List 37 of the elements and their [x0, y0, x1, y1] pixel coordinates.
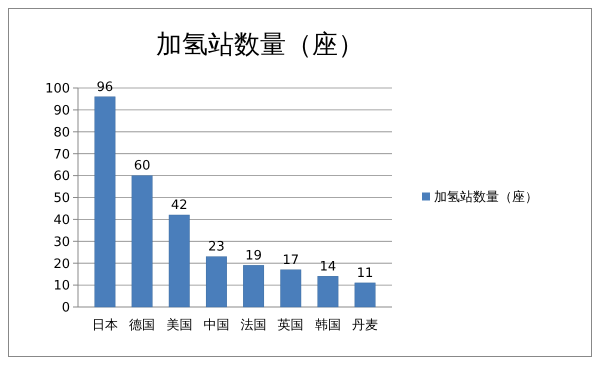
data-label: 14	[320, 259, 336, 274]
x-tick-label: 日本	[92, 318, 118, 333]
y-tick-label: 80	[53, 125, 70, 140]
bar	[94, 96, 116, 308]
y-tick-label: 20	[53, 256, 70, 272]
data-label: 17	[282, 252, 300, 268]
y-tick-label: 70	[53, 147, 70, 162]
data-label: 11	[356, 266, 374, 281]
y-tick-label: 10	[53, 278, 70, 294]
y-tick-label: 90	[53, 103, 70, 118]
data-label: 42	[170, 198, 188, 214]
bar	[132, 175, 153, 308]
y-tick-label: 0	[62, 300, 70, 316]
x-tick-label: 韩国	[314, 318, 341, 333]
bar	[206, 256, 227, 308]
y-tick-label: 50	[53, 191, 70, 206]
y-tick-label: 100	[45, 82, 70, 97]
y-tick-label: 30	[53, 234, 70, 250]
data-label: 19	[245, 248, 262, 264]
data-label: 23	[208, 240, 225, 255]
x-tick-label: 法国	[240, 318, 267, 333]
bar	[317, 276, 338, 308]
x-tick-label: 美国	[166, 317, 192, 333]
bar	[280, 270, 302, 308]
legend-label: 加氢站数量（座）	[434, 189, 538, 206]
x-tick-label: 德国	[129, 318, 156, 333]
y-tick-label: 40	[53, 212, 70, 228]
x-tick-label: 中国	[203, 318, 230, 333]
data-label: 96	[96, 80, 114, 95]
bar	[168, 214, 190, 308]
chart-title: 加氢站数量（座）	[156, 30, 364, 60]
bar	[354, 282, 376, 308]
y-tick-label: 60	[53, 169, 70, 184]
x-tick-label: 丹麦	[352, 318, 378, 333]
bar	[243, 265, 264, 308]
x-tick-label: 英国	[278, 318, 304, 333]
data-label: 60	[134, 158, 150, 174]
